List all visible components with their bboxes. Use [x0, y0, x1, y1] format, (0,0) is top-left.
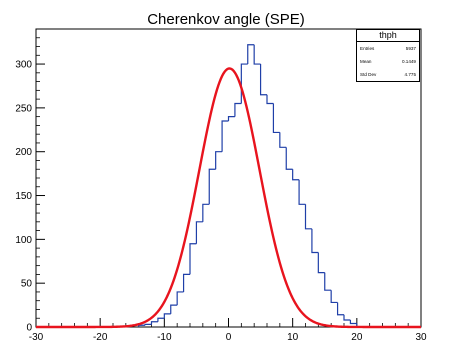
- histogram-bin: [311, 228, 319, 254]
- histogram-bin: [336, 302, 344, 316]
- histogram-bin: [208, 168, 216, 205]
- gaussian-fit-line: [36, 67, 421, 329]
- histogram-bin: [189, 243, 197, 275]
- histogram-bin: [349, 319, 357, 325]
- histogram-bin: [202, 203, 210, 222]
- histogram-bin: [259, 64, 267, 96]
- y-tick-label: 250: [15, 103, 32, 114]
- histogram-bin: [234, 102, 242, 117]
- x-tick-label: 30: [415, 332, 427, 343]
- histogram-bin: [304, 204, 312, 230]
- histogram-bin: [266, 94, 274, 105]
- histogram-bin: [195, 221, 203, 244]
- histogram-bin: [247, 44, 255, 65]
- y-tick-label: 150: [15, 191, 32, 202]
- x-tick-label: 10: [287, 332, 299, 343]
- histogram-bin: [157, 317, 165, 322]
- y-tick-label: 300: [15, 60, 32, 71]
- stats-box: thph Entries 5937 Mean 0.1449 Std Dev 4.…: [356, 29, 420, 82]
- chart-title: Cherenkov angle (SPE): [147, 11, 305, 28]
- x-tick-label: 0: [226, 332, 232, 343]
- gaussian-fit-series: [36, 67, 421, 329]
- stats-label: Entries: [360, 46, 375, 51]
- x-axis: -30 -20 -10 0 10 20 30: [29, 318, 427, 343]
- stats-row-mean: Mean 0.1449: [357, 55, 419, 68]
- y-tick-label: 200: [15, 147, 32, 158]
- histogram-bin: [272, 103, 280, 134]
- x-tick-label: -30: [29, 332, 44, 343]
- histogram-bin: [163, 313, 171, 319]
- histogram-bin: [215, 151, 223, 170]
- histogram-bin: [221, 120, 229, 152]
- histogram-bin: [292, 169, 300, 181]
- stats-value: 0.1449: [401, 59, 416, 64]
- y-tick-label: 100: [15, 235, 32, 246]
- stats-label: Std Dev: [360, 72, 377, 77]
- stats-label: Mean: [360, 59, 372, 64]
- histogram-bin: [330, 290, 338, 304]
- histogram-bin: [150, 321, 158, 325]
- stats-value: 4.775: [404, 72, 417, 77]
- stats-value: 5937: [405, 46, 416, 51]
- histogram-bin: [343, 314, 351, 321]
- histogram-bin: [227, 116, 235, 122]
- histogram-bin: [317, 252, 325, 274]
- histogram-bin: [253, 44, 261, 65]
- y-axis: 0 50 100 150 200 250 300: [15, 28, 45, 334]
- histogram-bin: [298, 179, 306, 205]
- histogram-bin: [324, 272, 332, 291]
- x-tick-label: -20: [93, 332, 108, 343]
- histogram-series: [138, 44, 358, 327]
- x-tick-label: 20: [351, 332, 363, 343]
- histogram-bin: [182, 273, 190, 292]
- histogram-bin: [170, 304, 178, 314]
- y-tick-label: 50: [21, 279, 33, 290]
- histogram-bin: [176, 291, 184, 306]
- histogram-bin: [144, 323, 152, 326]
- stats-box-title: thph: [357, 30, 419, 42]
- histogram-bin: [285, 147, 293, 170]
- histogram-bin: [279, 132, 287, 148]
- y-tick-label: 0: [26, 323, 32, 334]
- x-tick-label: -10: [157, 332, 172, 343]
- stats-row-entries: Entries 5937: [357, 42, 419, 55]
- stats-row-stddev: Std Dev 4.775: [357, 68, 419, 81]
